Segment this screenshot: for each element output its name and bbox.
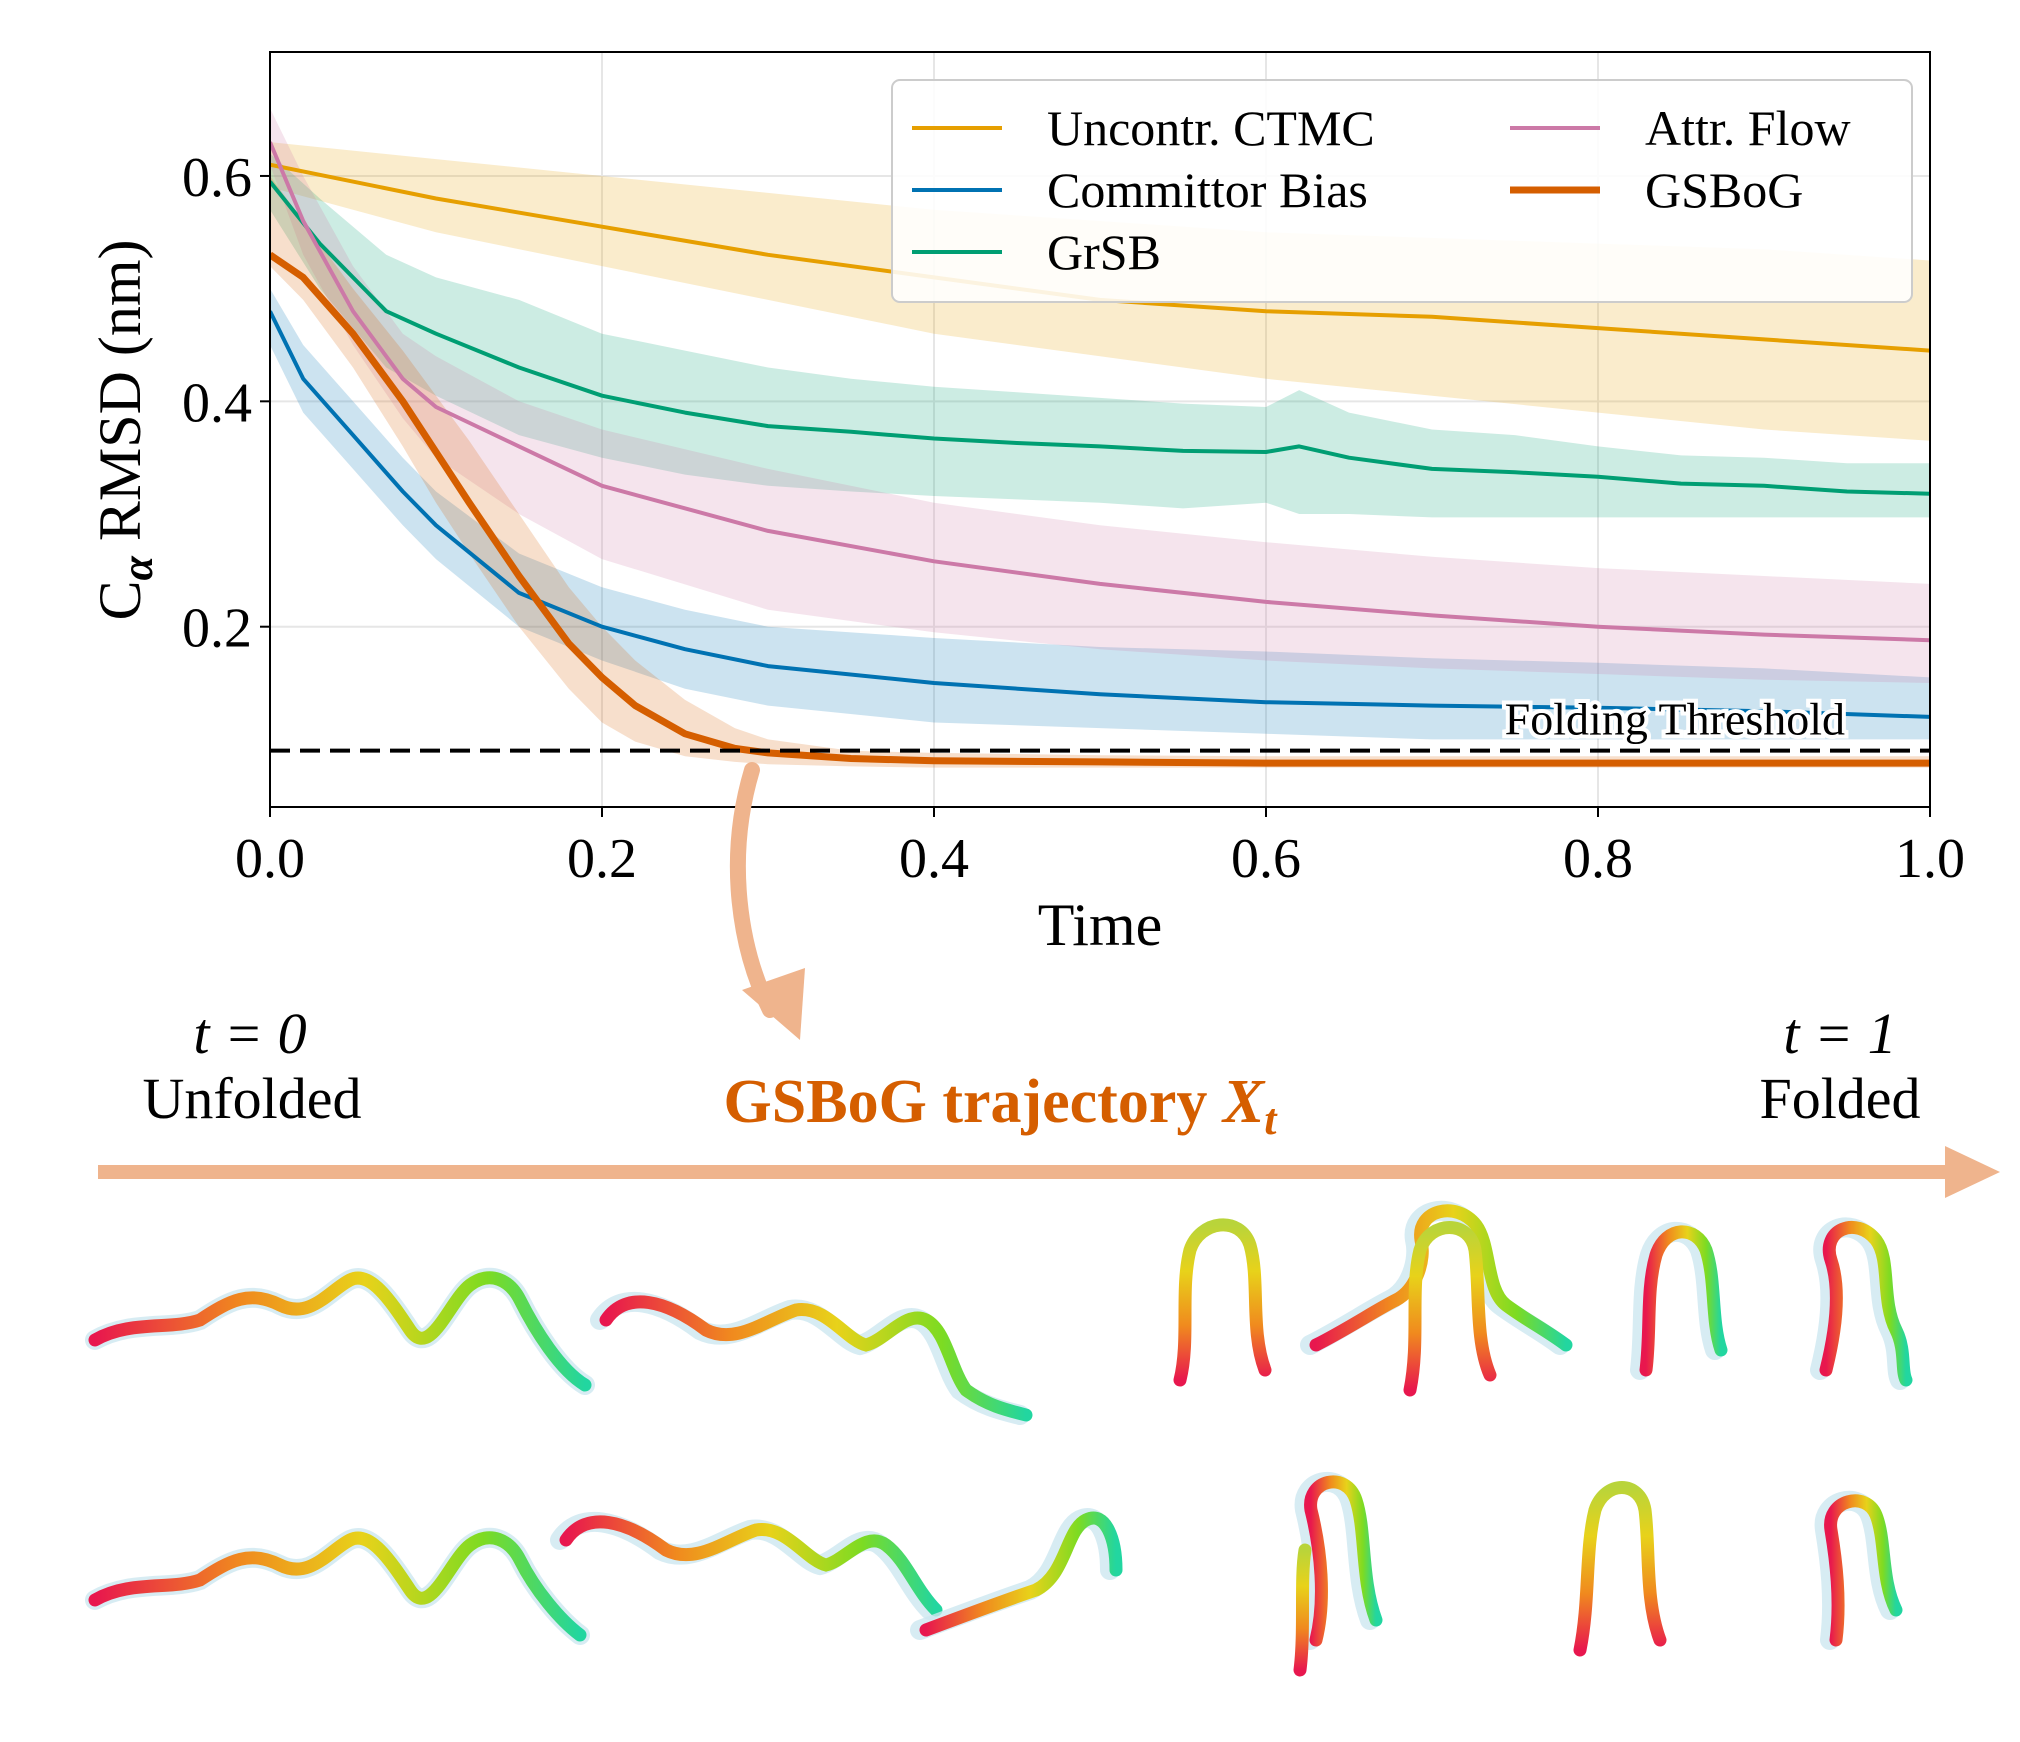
curved-arrow xyxy=(729,762,805,1040)
legend-label-committor-bias: Committor Bias xyxy=(1047,162,1368,218)
protein-structures xyxy=(85,1200,1913,1677)
protein-ribbon-folded-1 xyxy=(1403,1221,1497,1397)
y-axis-label-main: C xyxy=(87,581,153,621)
x-tick-label-0: 0.0 xyxy=(235,828,305,890)
y-tick-label-1: 0.4 xyxy=(182,372,252,434)
y-axis-label: Cα RMSD (nm) xyxy=(87,239,162,620)
protein-ribbon-7 xyxy=(919,1511,1123,1637)
trajectory-annotation: t = 0 Unfolded t = 1 Folded GSBoG trajec… xyxy=(98,1001,2000,1198)
plot-frame xyxy=(269,51,1931,808)
line-attr-flow xyxy=(270,141,1930,643)
x-axis-ticks: 0.0 0.2 0.4 0.6 0.8 1.0 xyxy=(235,807,1965,890)
legend-label-grsb: GrSB xyxy=(1047,224,1161,280)
protein-ribbon-folded-0 xyxy=(1173,1218,1272,1387)
protein-ribbon-1 xyxy=(599,1295,1033,1422)
y-tick-label-0: 0.2 xyxy=(182,598,252,660)
protein-ribbon-2 xyxy=(1309,1204,1573,1352)
legend-items: Uncontr. CTMC Committor Bias GrSB Attr. Flo… xyxy=(912,100,1851,280)
protein-ribbon-4 xyxy=(1639,1225,1728,1377)
band-committor-bias xyxy=(270,288,1930,740)
protein-backbone-7 xyxy=(910,1508,1120,1640)
chart: Folding Threshold 0.0 0.2 0.4 0.6 0.8 1.0 0.2… xyxy=(87,51,1965,958)
line-grsb xyxy=(270,180,1930,496)
folding-threshold-label: Folding Threshold xyxy=(1505,694,1845,745)
protein-ribbon-3 xyxy=(1819,1220,1913,1387)
y-axis-ticks: 0.2 0.4 0.6 xyxy=(182,147,270,660)
curved-arrow-head xyxy=(742,968,805,1040)
y-axis-label-subscript: α xyxy=(113,556,162,581)
trajectory-subscript: t xyxy=(1264,1095,1278,1144)
end-time-label: t = 1 xyxy=(1783,1001,1896,1066)
trajectory-title-text: GSBoG trajectory xyxy=(724,1068,1208,1136)
x-tick-label-3: 0.6 xyxy=(1231,828,1301,890)
legend-label-gsbog: GSBoG xyxy=(1645,162,1803,218)
protein-ribbon-9 xyxy=(1824,1494,1903,1647)
legend-box xyxy=(891,79,1913,303)
x-tick-label-2: 0.4 xyxy=(899,828,969,890)
protein-ribbon-folded-3 xyxy=(1293,1543,1312,1677)
line-committor-bias xyxy=(270,310,1930,719)
y-axis-label-rest: RMSD (nm) xyxy=(87,239,153,556)
line-gsbog xyxy=(270,251,1930,767)
protein-ribbon-6 xyxy=(559,1515,943,1617)
band-attr-flow xyxy=(270,108,1930,684)
legend-label-attr-flow: Attr. Flow xyxy=(1645,100,1851,156)
x-tick-label-4: 0.8 xyxy=(1563,828,1633,890)
x-tick-label-1: 0.2 xyxy=(567,828,637,890)
trajectory-arrow-head xyxy=(1945,1146,2000,1198)
series-lines xyxy=(270,141,1930,767)
y-tick-label-2: 0.6 xyxy=(182,147,252,209)
x-axis-label: Time xyxy=(1038,892,1163,958)
protein-ribbon-folded-2 xyxy=(1573,1481,1667,1657)
protein-ribbon-0 xyxy=(88,1271,592,1392)
legend: Uncontr. CTMC Committor Bias GrSB Attr. Flo… xyxy=(891,79,1913,303)
band-grsb xyxy=(270,153,1930,518)
x-tick-label-5: 1.0 xyxy=(1895,828,1965,890)
start-time-label: t = 0 xyxy=(193,1001,306,1066)
trajectory-symbol: X xyxy=(1221,1068,1266,1136)
start-state-label: Unfolded xyxy=(142,1066,361,1131)
end-state-label: Folded xyxy=(1759,1066,1920,1131)
protein-ribbon-8 xyxy=(1304,1475,1383,1647)
trajectory-title: GSBoG trajectory Xt xyxy=(724,1068,1279,1144)
legend-label-uncontr-ctmc: Uncontr. CTMC xyxy=(1047,100,1375,156)
protein-ribbon-5 xyxy=(88,1531,587,1642)
